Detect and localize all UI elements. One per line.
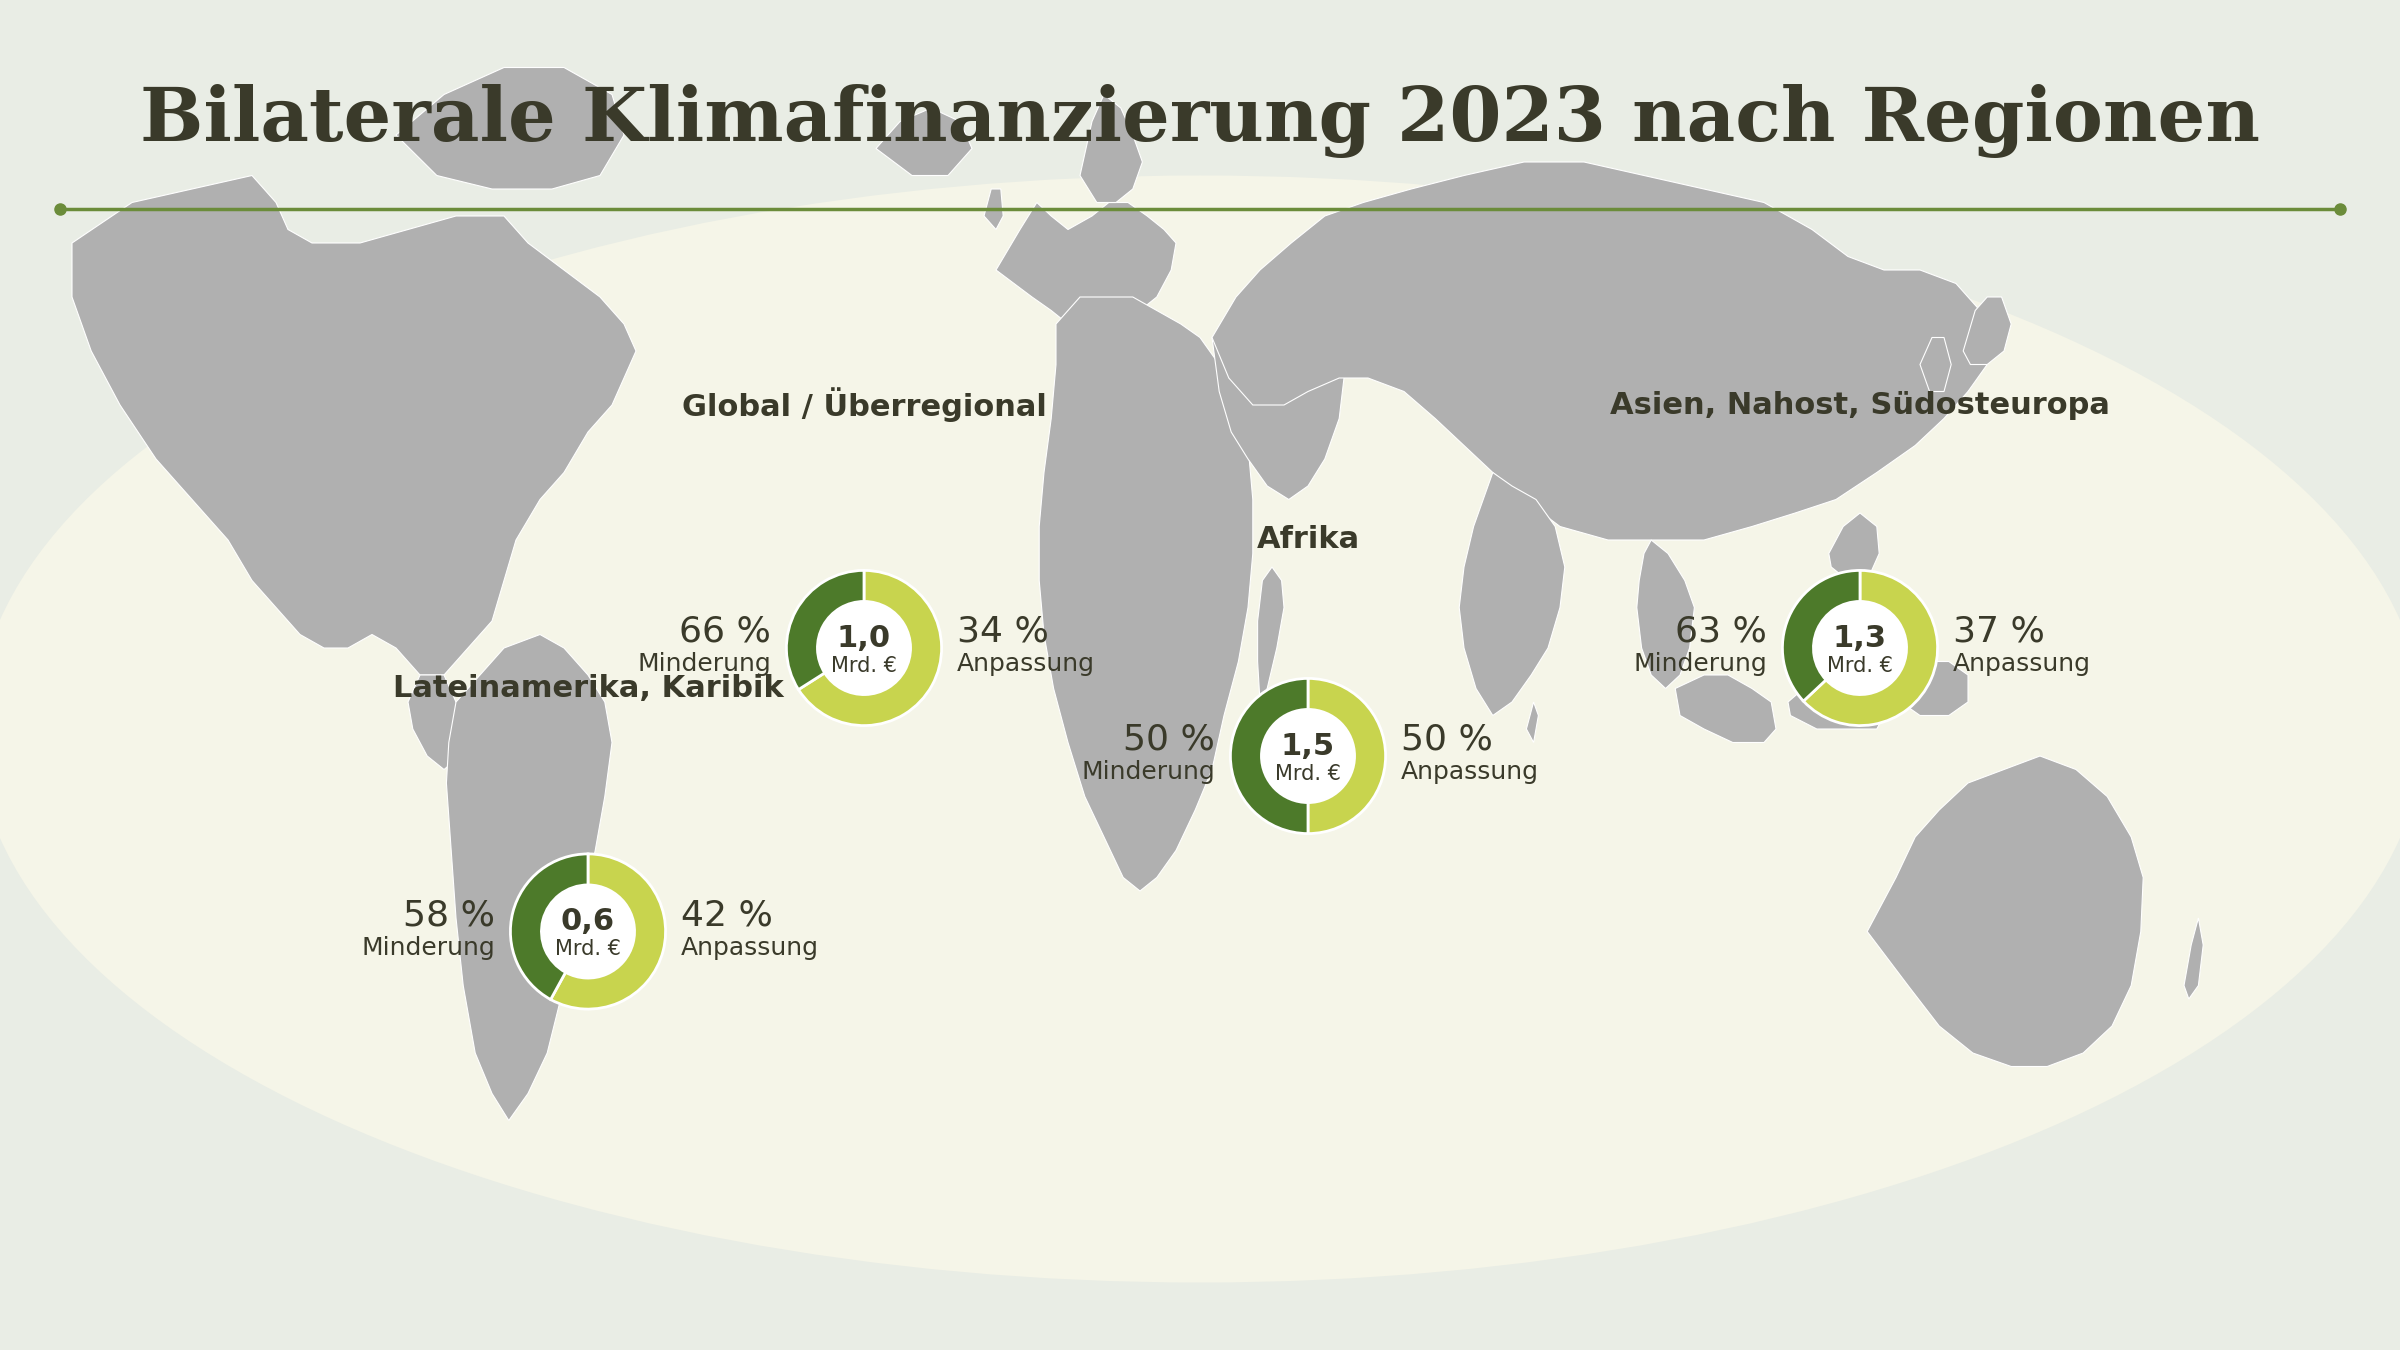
Text: 1,3: 1,3 (1834, 624, 1886, 652)
Wedge shape (1308, 679, 1385, 833)
Text: Global / Überregional: Global / Überregional (682, 387, 1046, 423)
Text: Anpassung: Anpassung (1402, 760, 1538, 784)
Text: Asien, Nahost, Südosteuropa: Asien, Nahost, Südosteuropa (1610, 390, 2110, 420)
Wedge shape (799, 571, 941, 725)
Text: Minderung: Minderung (362, 936, 494, 960)
Text: Minderung: Minderung (1634, 652, 1766, 676)
PathPatch shape (2184, 918, 2203, 999)
Wedge shape (1802, 571, 1937, 725)
Text: 50 %: 50 % (1402, 722, 1493, 756)
PathPatch shape (1963, 297, 2011, 364)
Text: Mrd. €: Mrd. € (1826, 656, 1894, 676)
PathPatch shape (1258, 567, 1284, 702)
Text: 1,0: 1,0 (838, 624, 890, 652)
PathPatch shape (1829, 513, 1879, 580)
PathPatch shape (1212, 162, 1992, 540)
Text: 50 %: 50 % (1123, 722, 1214, 756)
PathPatch shape (1920, 338, 1951, 392)
Text: Bilaterale Klimafinanzierung 2023 nach Regionen: Bilaterale Klimafinanzierung 2023 nach R… (139, 85, 2261, 158)
Circle shape (1814, 602, 1906, 694)
PathPatch shape (72, 176, 636, 675)
Wedge shape (1783, 571, 1860, 701)
PathPatch shape (996, 202, 1176, 338)
Wedge shape (511, 855, 588, 999)
Text: Afrika: Afrika (1258, 525, 1358, 555)
Text: Mrd. €: Mrd. € (830, 656, 898, 676)
Wedge shape (787, 571, 864, 690)
Circle shape (1262, 710, 1354, 802)
Text: Anpassung: Anpassung (682, 936, 818, 960)
Text: Anpassung: Anpassung (1954, 652, 2090, 676)
Text: Mrd. €: Mrd. € (554, 940, 622, 960)
PathPatch shape (1896, 662, 1968, 716)
Text: Anpassung: Anpassung (958, 652, 1094, 676)
Text: 63 %: 63 % (1675, 614, 1766, 648)
Text: 37 %: 37 % (1954, 614, 2045, 648)
Text: Minderung: Minderung (638, 652, 770, 676)
Ellipse shape (0, 176, 2400, 1282)
Text: 66 %: 66 % (679, 614, 770, 648)
Text: 0,6: 0,6 (562, 907, 614, 936)
Text: 1,5: 1,5 (1282, 732, 1334, 760)
Text: 58 %: 58 % (403, 898, 494, 931)
PathPatch shape (1212, 297, 1344, 500)
Text: Minderung: Minderung (1082, 760, 1214, 784)
PathPatch shape (446, 634, 612, 1120)
PathPatch shape (1867, 756, 2143, 1066)
Text: 34 %: 34 % (958, 614, 1049, 648)
PathPatch shape (1637, 540, 1694, 688)
PathPatch shape (1788, 662, 1891, 729)
Text: 42 %: 42 % (682, 898, 773, 931)
Circle shape (542, 886, 634, 977)
PathPatch shape (1459, 472, 1565, 716)
PathPatch shape (1526, 702, 1538, 742)
Wedge shape (1231, 679, 1308, 833)
PathPatch shape (396, 68, 624, 189)
PathPatch shape (1675, 675, 1776, 742)
Wedge shape (550, 855, 665, 1008)
PathPatch shape (984, 189, 1003, 230)
PathPatch shape (1080, 95, 1142, 202)
Circle shape (818, 602, 910, 694)
PathPatch shape (408, 675, 468, 769)
PathPatch shape (876, 108, 972, 176)
Text: Mrd. €: Mrd. € (1274, 764, 1342, 784)
Text: Lateinamerika, Karibik: Lateinamerika, Karibik (394, 674, 782, 703)
PathPatch shape (1039, 297, 1253, 891)
